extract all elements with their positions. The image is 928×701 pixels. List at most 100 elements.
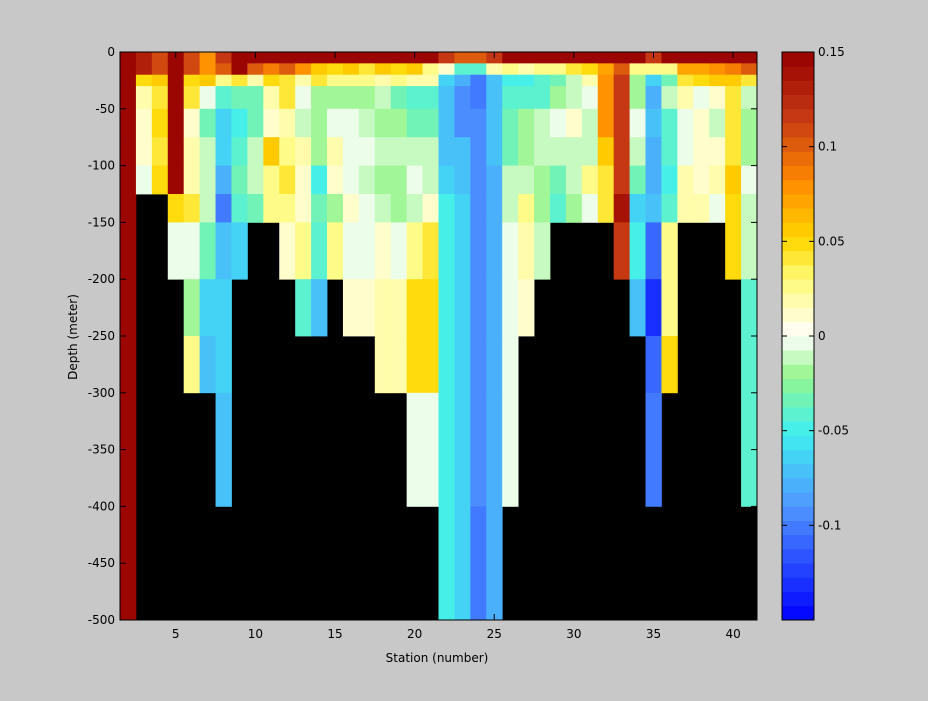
heatmap-cell bbox=[534, 86, 551, 110]
heatmap-cell bbox=[215, 336, 232, 394]
heatmap-cell bbox=[502, 86, 519, 110]
heatmap-cell bbox=[151, 63, 169, 76]
heatmap-cell bbox=[470, 392, 487, 507]
heatmap-cell bbox=[120, 137, 137, 166]
colorbar-swatch bbox=[782, 108, 814, 124]
heatmap-cell bbox=[613, 86, 630, 110]
heatmap-cell bbox=[470, 506, 487, 621]
colorbar-tick-label: 0.1 bbox=[818, 140, 837, 154]
y-tick-label: 0 bbox=[107, 45, 115, 59]
heatmap-cell bbox=[199, 336, 216, 394]
heatmap-cell bbox=[390, 194, 408, 223]
heatmap-cell bbox=[709, 63, 726, 76]
y-tick-label: -500 bbox=[88, 613, 115, 627]
colorbar-swatch bbox=[782, 463, 814, 479]
heatmap-cell bbox=[342, 108, 360, 138]
heatmap-cell bbox=[470, 63, 487, 76]
heatmap-cell bbox=[645, 222, 662, 280]
heatmap-cell bbox=[581, 86, 599, 110]
heatmap-cell bbox=[199, 108, 216, 138]
heatmap-cell bbox=[167, 74, 185, 87]
colorbar-swatch bbox=[782, 250, 814, 266]
heatmap-cell bbox=[183, 52, 201, 64]
heatmap-cell bbox=[454, 63, 471, 76]
heatmap-cell bbox=[167, 63, 185, 76]
heatmap-cell bbox=[327, 222, 344, 280]
heatmap-cell bbox=[677, 137, 694, 166]
colorbar-swatch bbox=[782, 52, 814, 67]
heatmap-cell bbox=[565, 63, 583, 76]
heatmap-cell bbox=[534, 52, 551, 64]
heatmap-cell bbox=[342, 194, 360, 223]
colorbar-tick-label: 0.15 bbox=[818, 45, 845, 59]
heatmap-cell bbox=[295, 86, 312, 110]
heatmap-cell bbox=[470, 52, 487, 64]
heatmap-cell bbox=[677, 74, 694, 87]
heatmap-cell bbox=[215, 52, 232, 64]
heatmap-cell bbox=[406, 108, 423, 138]
heatmap-cell bbox=[613, 194, 630, 223]
heatmap-cell bbox=[486, 279, 503, 337]
heatmap-cell bbox=[342, 279, 360, 337]
heatmap-cell bbox=[374, 137, 392, 166]
heatmap-cell bbox=[390, 279, 408, 337]
colorbar-tick-label: -0.1 bbox=[818, 518, 841, 532]
heatmap-cell bbox=[438, 63, 455, 76]
heatmap-cell bbox=[597, 194, 615, 223]
heatmap-cell bbox=[199, 137, 216, 166]
heatmap-cell bbox=[215, 63, 232, 76]
heatmap-cell bbox=[215, 165, 232, 195]
x-axis-label: Station (number) bbox=[386, 651, 489, 665]
heatmap-cell bbox=[661, 336, 678, 394]
colorbar-swatch bbox=[782, 151, 814, 166]
heatmap-cell bbox=[406, 63, 423, 76]
heatmap-cell bbox=[422, 392, 439, 507]
heatmap-cell bbox=[454, 137, 471, 166]
heatmap-cell bbox=[215, 279, 232, 337]
heatmap-cell bbox=[534, 194, 551, 223]
heatmap-cell bbox=[120, 222, 137, 280]
heatmap-cell bbox=[215, 194, 232, 223]
heatmap-cell bbox=[311, 222, 328, 280]
colorbar-swatch bbox=[782, 80, 814, 95]
heatmap-cell bbox=[167, 137, 185, 166]
heatmap-cell bbox=[613, 74, 630, 87]
heatmap-cell bbox=[183, 108, 201, 138]
heatmap-cell bbox=[120, 336, 137, 394]
heatmap-cell bbox=[183, 165, 201, 195]
heatmap-cell bbox=[661, 165, 678, 195]
heatmap-cell bbox=[358, 74, 376, 87]
heatmap-cell bbox=[693, 63, 710, 76]
heatmap-cell bbox=[470, 222, 487, 280]
heatmap-cell bbox=[120, 194, 137, 223]
colorbar-tick-label: -0.05 bbox=[818, 424, 849, 438]
heatmap-cell bbox=[645, 194, 662, 223]
heatmap-cell bbox=[581, 63, 599, 76]
heatmap-cell bbox=[390, 108, 408, 138]
heatmap-cell bbox=[422, 194, 439, 223]
heatmap-cell bbox=[518, 137, 535, 166]
heatmap-cell bbox=[454, 165, 471, 195]
heatmap-cell bbox=[358, 137, 376, 166]
heatmap-cell bbox=[709, 194, 726, 223]
heatmap-cell bbox=[454, 506, 471, 621]
colorbar-swatch bbox=[782, 534, 814, 550]
heatmap-cell bbox=[231, 222, 248, 280]
x-tick-label: 5 bbox=[172, 627, 180, 641]
heatmap-cell bbox=[661, 74, 678, 87]
heatmap-cell bbox=[709, 137, 726, 166]
heatmap-cell bbox=[151, 137, 169, 166]
heatmap-cell bbox=[438, 165, 455, 195]
heatmap-cell bbox=[311, 165, 328, 195]
heatmap-cell bbox=[342, 222, 360, 280]
colorbar-swatch bbox=[782, 66, 814, 81]
heatmap-cell bbox=[167, 222, 185, 280]
y-tick-label: -150 bbox=[88, 215, 115, 229]
colorbar-tick-label: 0 bbox=[818, 329, 826, 343]
heatmap-cell bbox=[311, 74, 328, 87]
heatmap-cell bbox=[454, 108, 471, 138]
heatmap-cell bbox=[438, 392, 455, 507]
heatmap-cell bbox=[199, 63, 216, 76]
heatmap-cell bbox=[581, 108, 599, 138]
